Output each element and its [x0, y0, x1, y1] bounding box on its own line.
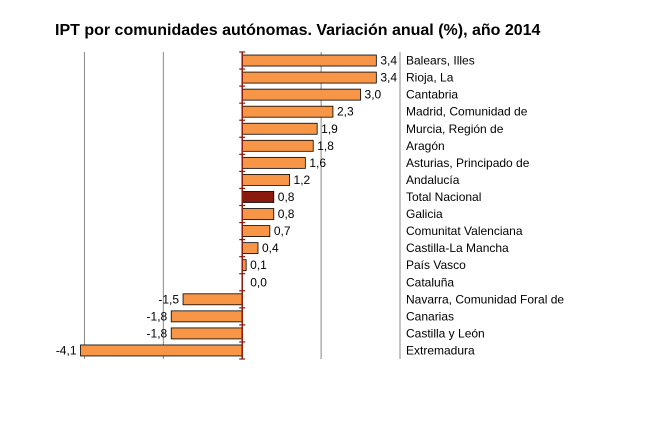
category-label: Galicia — [406, 207, 443, 221]
bar — [241, 208, 275, 220]
value-label: -1,5 — [158, 292, 179, 306]
category-label: Madrid, Comunidad de — [406, 105, 528, 119]
bar — [241, 156, 306, 169]
bar — [80, 344, 243, 357]
bar — [241, 105, 334, 118]
bar — [241, 139, 314, 152]
bar — [241, 225, 271, 237]
chart-title: IPT por comunidades autónomas. Variación… — [55, 22, 541, 39]
value-label: 1,9 — [321, 122, 338, 136]
bar — [170, 310, 243, 323]
value-label: 0,0 — [250, 275, 267, 289]
category-label: Andalucía — [406, 173, 460, 187]
bar — [182, 293, 243, 306]
bar — [241, 174, 290, 186]
grid-lines — [83, 52, 401, 359]
value-label: -1,8 — [147, 309, 168, 323]
value-label: 1,6 — [309, 156, 326, 170]
category-label: Extremadura — [406, 343, 475, 357]
value-label: -4,1 — [56, 343, 77, 357]
category-label: Total Nacional — [406, 190, 481, 204]
category-labels: Balears, Illes Rioja, La Cantabria Madrid, … — [406, 54, 564, 358]
value-label: 2,3 — [337, 105, 354, 119]
value-label: 1,2 — [294, 173, 311, 187]
category-label: País Vasco — [406, 258, 466, 272]
bar — [241, 71, 377, 84]
category-label: Canarias — [406, 309, 454, 323]
category-label: Navarra, Comunidad Foral de — [406, 292, 564, 306]
value-label: 3,4 — [380, 71, 397, 85]
value-label: 0,8 — [278, 207, 295, 221]
category-label: Castilla y León — [406, 326, 485, 340]
value-label: 1,8 — [317, 139, 334, 153]
category-label: Asturias, Principado de — [406, 156, 530, 170]
category-label: Comunitat Valenciana — [406, 224, 523, 238]
value-label: 0,7 — [274, 224, 291, 238]
category-label: Castilla-La Mancha — [406, 241, 509, 255]
category-label: Aragón — [406, 139, 445, 153]
bar — [241, 88, 361, 101]
bars — [80, 54, 377, 357]
value-labels: 3,4 3,4 3,0 2,3 1,9 1,8 1,6 1,2 0,8 0,8 0,7 0,4 0,1 0… — [56, 54, 398, 358]
value-label: 3,0 — [365, 88, 382, 102]
bar — [241, 191, 275, 203]
value-label: -1,8 — [147, 326, 168, 340]
category-label: Cantabria — [406, 88, 458, 102]
category-label: Rioja, La — [406, 71, 454, 85]
zero-axis — [239, 51, 246, 360]
bar — [170, 327, 243, 340]
value-label: 0,4 — [262, 241, 279, 255]
bar — [241, 54, 377, 67]
bar — [241, 242, 259, 255]
value-label: 0,1 — [250, 258, 267, 272]
category-label: Cataluña — [406, 275, 454, 289]
value-label: 0,8 — [278, 190, 295, 204]
category-label: Murcia, Región de — [406, 122, 504, 136]
value-label: 3,4 — [380, 54, 397, 68]
bar — [241, 122, 318, 135]
category-label: Balears, Illes — [406, 54, 475, 68]
